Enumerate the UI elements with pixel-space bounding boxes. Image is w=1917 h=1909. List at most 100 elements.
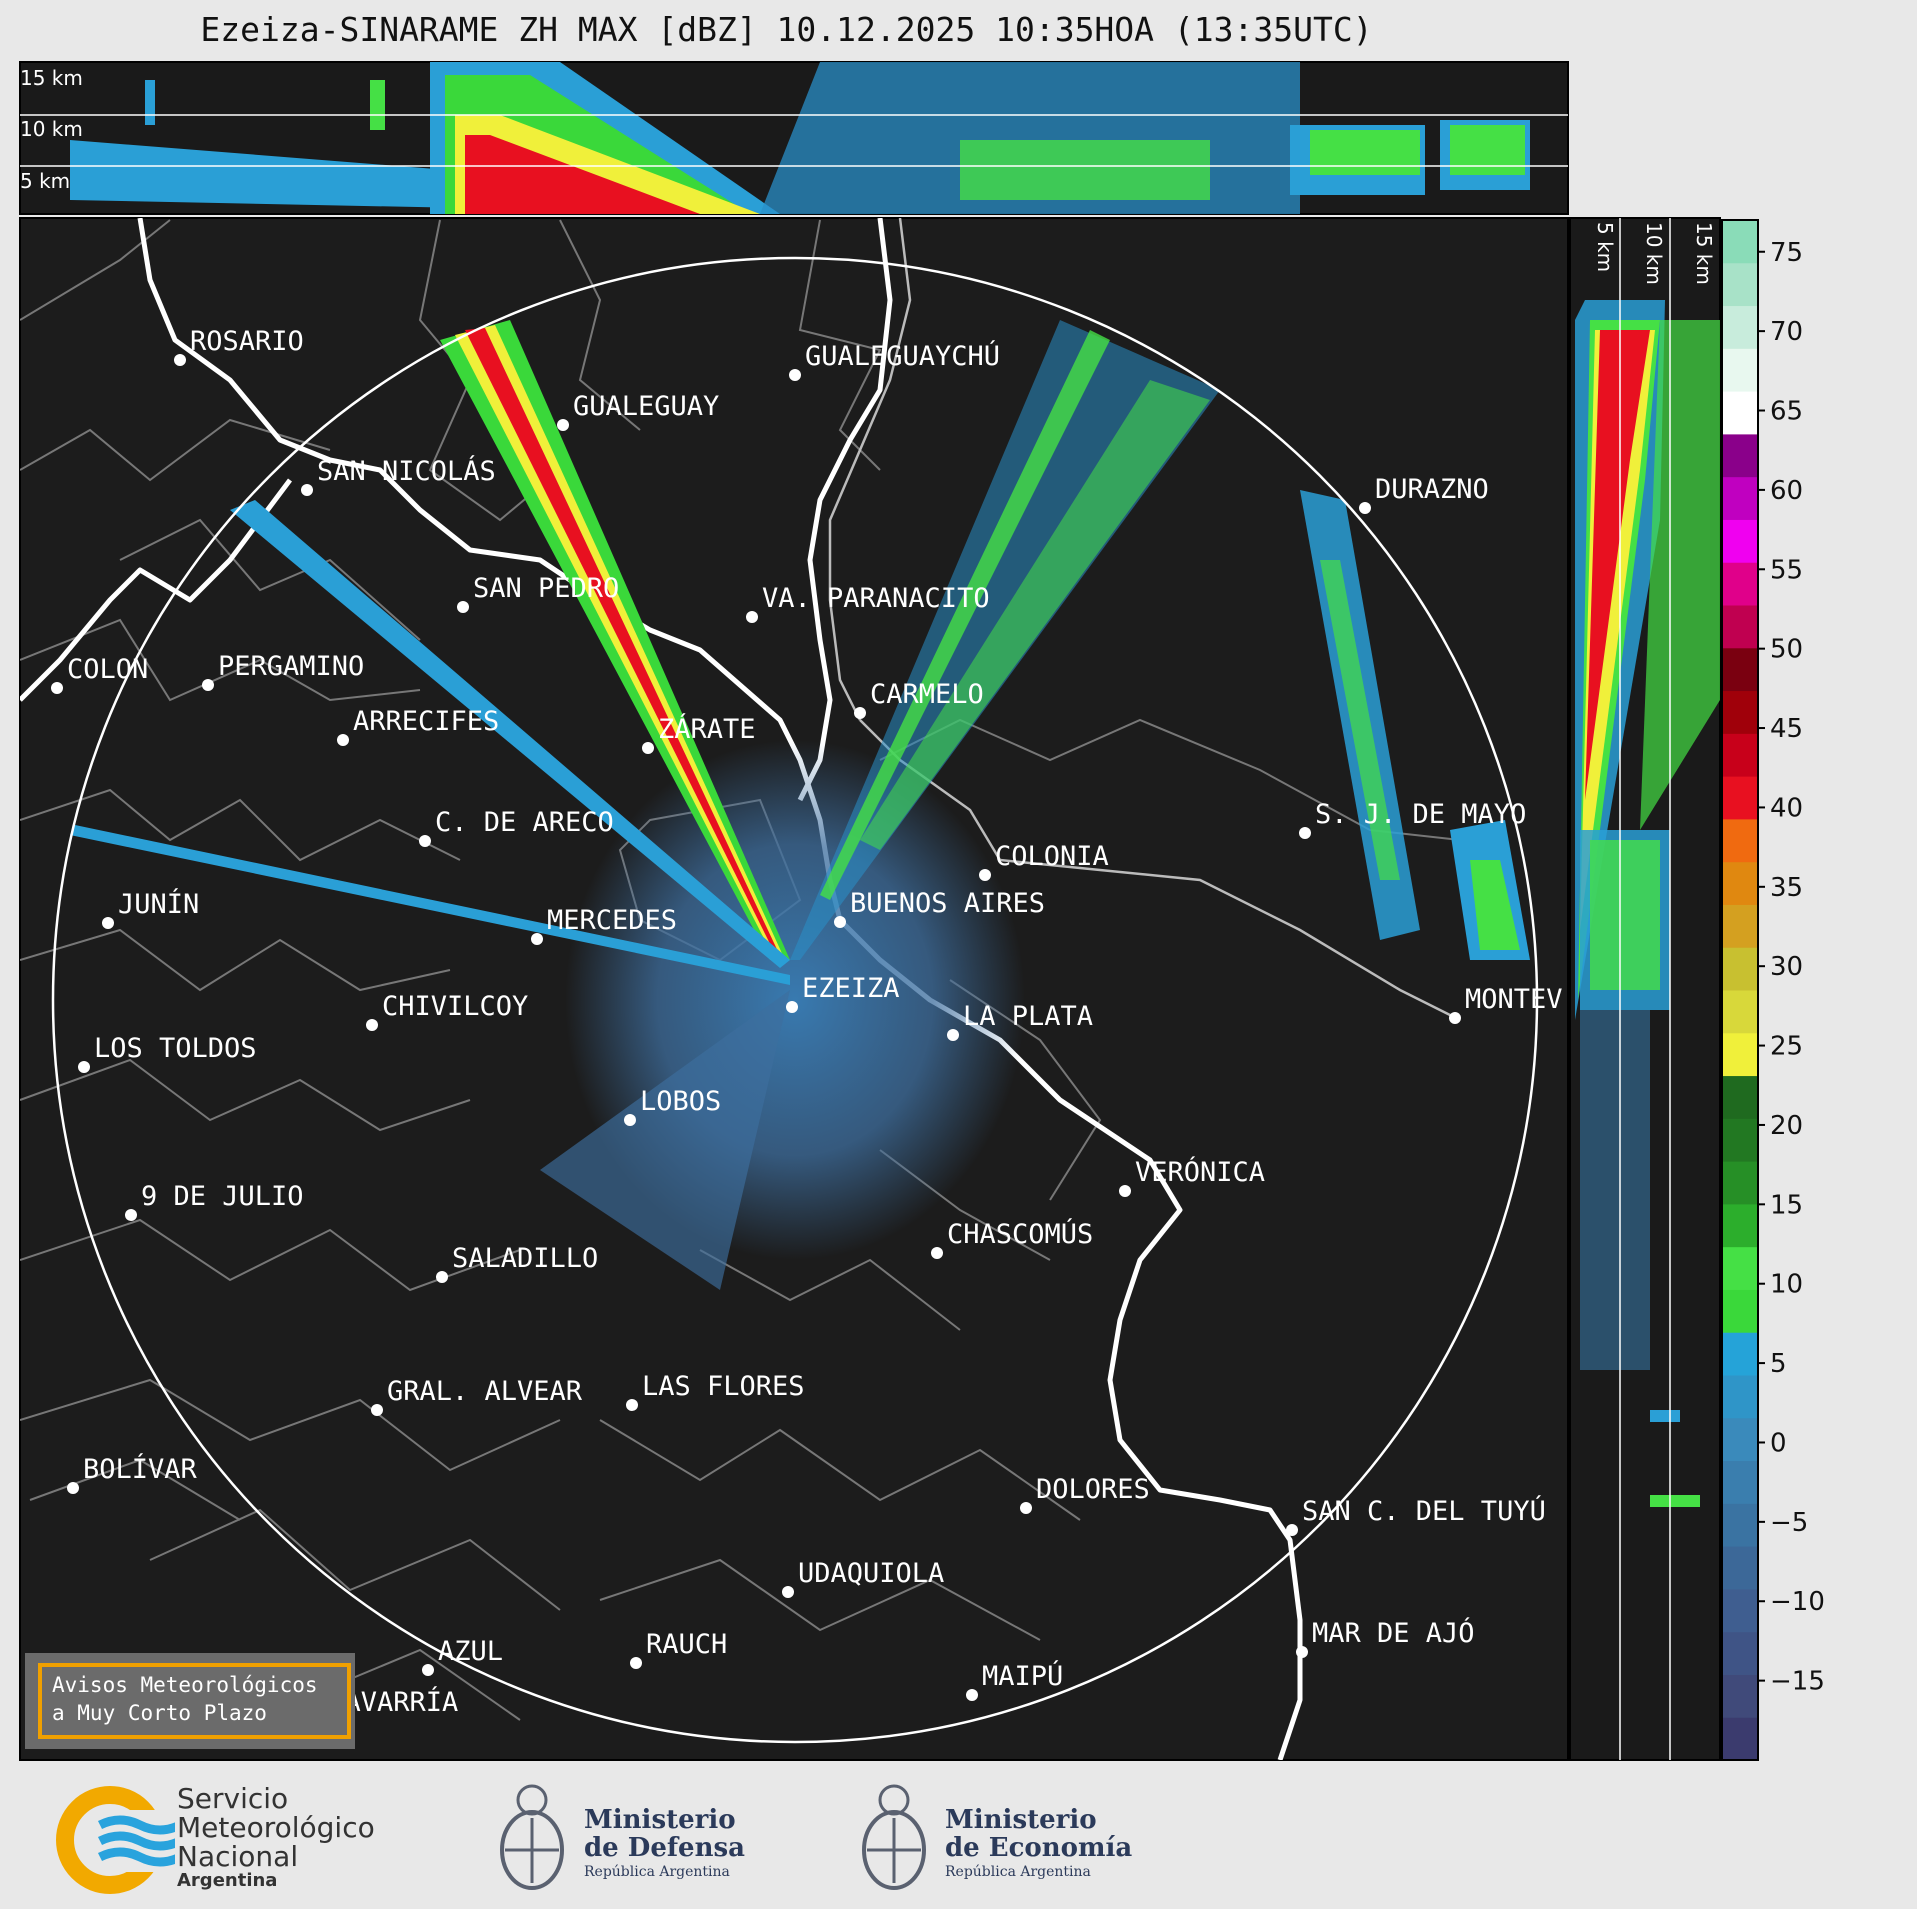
defensa-coat-of-arms-icon — [500, 1784, 564, 1890]
city-marker: ZÁRATE — [642, 713, 756, 754]
city-marker: GUALEGUAY — [557, 391, 719, 431]
city-dot — [102, 917, 114, 929]
city-marker: CARMELO — [854, 679, 984, 719]
city-marker: MAIPÚ — [966, 1660, 1063, 1701]
city-label: LOS TOLDOS — [94, 1033, 257, 1064]
city-dot — [786, 1001, 798, 1013]
colorbar-tick-label: 15 — [1770, 1190, 1803, 1220]
city-marker: JUNÍN — [102, 888, 199, 929]
colorbar-swatch — [1722, 947, 1758, 991]
city-marker: ARRECIFES — [337, 706, 499, 746]
economia-coat-of-arms-icon — [862, 1784, 926, 1890]
colorbar-tick-label: −15 — [1770, 1667, 1825, 1697]
city-label: BUENOS AIRES — [850, 888, 1045, 919]
colorbar-swatch — [1722, 1546, 1758, 1590]
city-dot — [531, 933, 543, 945]
top-height-label-5: 5 km — [20, 169, 70, 193]
city-dot — [78, 1061, 90, 1073]
city-dot — [301, 484, 313, 496]
colorbar-swatch — [1722, 861, 1758, 905]
colorbar-tick-label: 50 — [1770, 635, 1803, 665]
city-label: MAR DE AJÓ — [1312, 1617, 1475, 1649]
colorbar-swatch — [1722, 1246, 1758, 1290]
city-dot — [834, 916, 846, 928]
economia-line-3: República Argentina — [945, 1864, 1091, 1880]
city-dot — [966, 1689, 978, 1701]
colorbar-swatch — [1722, 1460, 1758, 1504]
city-marker: MERCEDES — [531, 905, 677, 945]
colorbar-tick-label: −10 — [1770, 1587, 1825, 1617]
colorbar-swatch — [1722, 733, 1758, 777]
city-marker: PERGAMINO — [202, 651, 364, 691]
city-marker: 9 DE JULIO — [125, 1181, 304, 1221]
city-label: CHIVILCOY — [382, 991, 528, 1022]
city-marker: S. J. DE MAYO — [1299, 799, 1526, 839]
colorbar-swatch — [1722, 605, 1758, 649]
city-marker: VA. PARANACITO — [746, 583, 990, 623]
colorbar-swatch — [1722, 1118, 1758, 1162]
side-height-label-10: 10 km — [1642, 222, 1666, 285]
city-marker: C. DE ARECO — [419, 807, 614, 847]
colorbar-tick-label: 75 — [1770, 238, 1803, 268]
city-marker: SAN C. DEL TUYÚ — [1286, 1495, 1546, 1536]
city-dot — [1020, 1502, 1032, 1514]
colorbar-swatch — [1722, 818, 1758, 863]
city-label: UDAQUIOLA — [798, 1558, 944, 1589]
colorbar-swatch — [1722, 433, 1758, 478]
city-marker: DURAZNO — [1359, 474, 1489, 514]
top-height-label-15: 15 km — [20, 66, 83, 90]
city-marker: LOS TOLDOS — [78, 1033, 257, 1073]
city-label: LA PLATA — [963, 1001, 1093, 1032]
colorbar-tick-label: 25 — [1770, 1032, 1803, 1062]
colorbar-swatch — [1722, 1332, 1758, 1376]
colorbar-swatch — [1722, 562, 1758, 606]
colorbar-swatch — [1722, 519, 1758, 563]
city-label: MONTEV — [1465, 984, 1563, 1015]
warning-line-1: Avisos Meteorológicos — [52, 1673, 318, 1697]
city-dot — [51, 682, 63, 694]
city-label: SAN NICOLÁS — [317, 455, 496, 487]
city-label: BOLÍVAR — [83, 1453, 198, 1485]
smn-line-4: Argentina — [177, 1870, 278, 1891]
colorbar-swatch — [1722, 690, 1758, 734]
colorbar-swatch — [1722, 776, 1758, 820]
city-label: CARMELO — [870, 679, 984, 710]
warning-box-frame[interactable]: Avisos Meteorológicos a Muy Corto Plazo — [38, 1663, 351, 1739]
city-dot — [371, 1404, 383, 1416]
city-marker: RAUCH — [630, 1629, 727, 1669]
city-dot — [642, 742, 654, 754]
colorbar-tick-label: 45 — [1770, 714, 1803, 744]
city-marker: UDAQUIOLA — [782, 1558, 944, 1598]
city-label: GRAL. ALVEAR — [387, 1376, 583, 1407]
city-label: PERGAMINO — [218, 651, 364, 682]
colorbar-swatch — [1722, 476, 1758, 520]
city-label: VA. PARANACITO — [762, 583, 990, 614]
colorbar-swatch — [1722, 647, 1758, 692]
city-label: SAN PEDRO — [473, 573, 619, 604]
footer-logos: Servicio Meteorológico Nacional Argentin… — [0, 1760, 1917, 1909]
city-dot — [67, 1482, 79, 1494]
colorbar-tick-label: 60 — [1770, 476, 1803, 506]
colorbar-swatches — [1722, 220, 1758, 1761]
city-dot — [1119, 1185, 1131, 1197]
colorbar-swatch — [1722, 348, 1758, 392]
city-marker: COLON — [51, 654, 148, 694]
warning-box[interactable]: Avisos Meteorológicos a Muy Corto Plazo — [25, 1653, 355, 1749]
city-dot — [1296, 1646, 1308, 1658]
colorbar-tick-label: 30 — [1770, 952, 1803, 982]
defensa-line-2: de Defensa — [584, 1833, 745, 1863]
economia-line-2: de Economía — [945, 1833, 1133, 1863]
colorbar-tick-label: 55 — [1770, 555, 1803, 585]
city-dot — [626, 1399, 638, 1411]
city-marker: GUALEGUAYCHÚ — [789, 340, 1000, 381]
colorbar-swatch — [1722, 305, 1758, 349]
side-cross-section-panel: 5 km 10 km 15 km — [1569, 217, 1721, 1761]
radar-map: ROSARIO GUALEGUAYCHÚ GUALEGUAY SAN NICOLÁS D… — [19, 217, 1569, 1761]
colorbar-tick-label: 10 — [1770, 1270, 1803, 1300]
city-dot — [1286, 1524, 1298, 1536]
city-marker: ROSARIO — [174, 326, 304, 366]
city-dot — [422, 1664, 434, 1676]
colorbar-swatch — [1722, 1417, 1758, 1462]
